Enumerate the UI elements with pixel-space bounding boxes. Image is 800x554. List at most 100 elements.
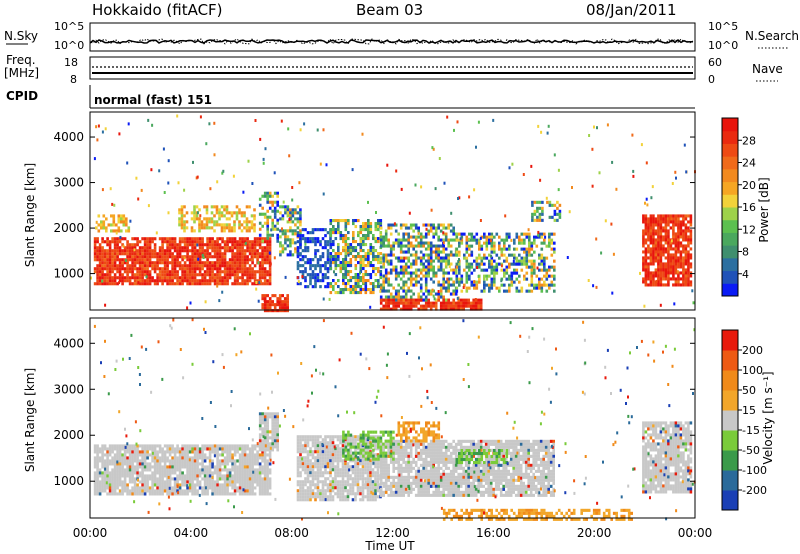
heatmap-cell bbox=[146, 489, 149, 493]
heatmap-cell bbox=[178, 255, 182, 259]
heatmap-cell bbox=[158, 279, 162, 283]
heatmap-cell bbox=[550, 274, 554, 278]
heatmap-cell bbox=[284, 247, 287, 251]
heatmap-cell bbox=[231, 240, 234, 244]
heatmap-cell bbox=[246, 267, 249, 271]
heatmap-cell bbox=[218, 237, 222, 241]
heatmap-cell bbox=[208, 459, 212, 463]
heatmap-cell bbox=[143, 456, 147, 460]
heatmap-cell bbox=[156, 444, 159, 448]
heatmap-cell bbox=[268, 430, 272, 434]
nsky-tick-bottom: 10^0 bbox=[54, 39, 84, 52]
heatmap-cell bbox=[444, 298, 448, 302]
heatmap-cell bbox=[652, 214, 655, 218]
heatmap-cell bbox=[198, 267, 202, 271]
heatmap-cell bbox=[231, 468, 234, 472]
heatmap-cell bbox=[225, 226, 229, 230]
heatmap-cell bbox=[273, 191, 277, 195]
heatmap-cell bbox=[240, 229, 244, 233]
heatmap-cell bbox=[121, 237, 124, 241]
heatmap-cell bbox=[121, 483, 124, 487]
heatmap-cell bbox=[454, 307, 458, 311]
heatmap-cell bbox=[103, 264, 107, 268]
heatmap-cell bbox=[414, 235, 418, 239]
heatmap-cell bbox=[352, 285, 355, 289]
heatmap-cell bbox=[510, 277, 514, 281]
heatmap-cell bbox=[98, 474, 102, 478]
heatmap-cell bbox=[231, 492, 234, 496]
heatmap-cell bbox=[198, 252, 202, 256]
heatmap-cell bbox=[251, 468, 254, 472]
heatmap-cell bbox=[258, 203, 262, 207]
heatmap-cell bbox=[684, 244, 688, 248]
heatmap-cell bbox=[528, 232, 531, 236]
heatmap-cell bbox=[329, 438, 332, 442]
heatmap-cell bbox=[261, 306, 264, 310]
heatmap-cell bbox=[261, 255, 264, 259]
heatmap-cell bbox=[362, 258, 365, 262]
heatmap-cell bbox=[299, 450, 302, 454]
heatmap-cell bbox=[253, 246, 257, 250]
heatmap-cell bbox=[432, 250, 435, 254]
heatmap-cell bbox=[304, 261, 307, 265]
heatmap-cell bbox=[106, 486, 109, 490]
heatmap-cell bbox=[379, 298, 383, 302]
heatmap-cell bbox=[183, 240, 187, 244]
heatmap-cell bbox=[652, 262, 655, 266]
heatmap-cell bbox=[115, 223, 118, 227]
heatmap-cell bbox=[407, 307, 410, 311]
heatmap-cell bbox=[439, 262, 443, 266]
heatmap-cell bbox=[332, 288, 335, 292]
heatmap-cell bbox=[296, 492, 300, 496]
heatmap-cell bbox=[645, 161, 648, 165]
heatmap-cell bbox=[128, 276, 132, 280]
heatmap-cell bbox=[687, 283, 690, 287]
heatmap-cell bbox=[279, 253, 282, 257]
heatmap-cell bbox=[682, 229, 685, 233]
heatmap-cell bbox=[161, 447, 164, 451]
heatmap-cell bbox=[121, 480, 124, 484]
heatmap-cell bbox=[273, 227, 277, 231]
heatmap-cell bbox=[326, 276, 330, 280]
heatmap-cell bbox=[128, 252, 132, 256]
heatmap-cell bbox=[458, 244, 461, 248]
heatmap-cell bbox=[677, 241, 680, 245]
heatmap-cell bbox=[258, 221, 262, 225]
heatmap-cell bbox=[329, 222, 333, 226]
heatmap-cell bbox=[477, 307, 480, 311]
heatmap-cell bbox=[475, 259, 479, 263]
heatmap-cell bbox=[113, 483, 117, 487]
heatmap-cell bbox=[203, 276, 207, 280]
heatmap-cell bbox=[354, 219, 358, 223]
heatmap-cell bbox=[223, 279, 227, 283]
heatmap-cell bbox=[545, 271, 549, 275]
heatmap-cell bbox=[342, 291, 345, 295]
heatmap-cell bbox=[490, 259, 494, 263]
heatmap-cell bbox=[248, 246, 252, 250]
heatmap-cell bbox=[321, 447, 325, 451]
heatmap-cell bbox=[397, 274, 400, 278]
heatmap-cell bbox=[309, 465, 312, 469]
heatmap-cell bbox=[126, 273, 129, 277]
heatmap-cell bbox=[367, 252, 370, 256]
heatmap-cell bbox=[414, 277, 418, 281]
heatmap-cell bbox=[126, 468, 129, 472]
heatmap-cell bbox=[498, 235, 501, 239]
heatmap-cell bbox=[108, 264, 112, 268]
heatmap-cell bbox=[93, 477, 97, 481]
heatmap-cell bbox=[126, 240, 129, 244]
heatmap-cell bbox=[672, 253, 675, 257]
heatmap-cell bbox=[382, 235, 385, 239]
heatmap-cell bbox=[299, 282, 302, 286]
heatmap-cell bbox=[467, 298, 470, 302]
heatmap-cell bbox=[468, 247, 471, 251]
heatmap-cell bbox=[189, 270, 191, 274]
heatmap-cell bbox=[243, 249, 247, 253]
heatmap-cell bbox=[540, 235, 544, 239]
heatmap-cell bbox=[455, 232, 459, 236]
heatmap-cell bbox=[503, 244, 506, 248]
heatmap-cell bbox=[483, 241, 486, 245]
heatmap-cell bbox=[314, 462, 317, 466]
heatmap-cell bbox=[188, 465, 192, 469]
heatmap-cell bbox=[236, 246, 239, 250]
